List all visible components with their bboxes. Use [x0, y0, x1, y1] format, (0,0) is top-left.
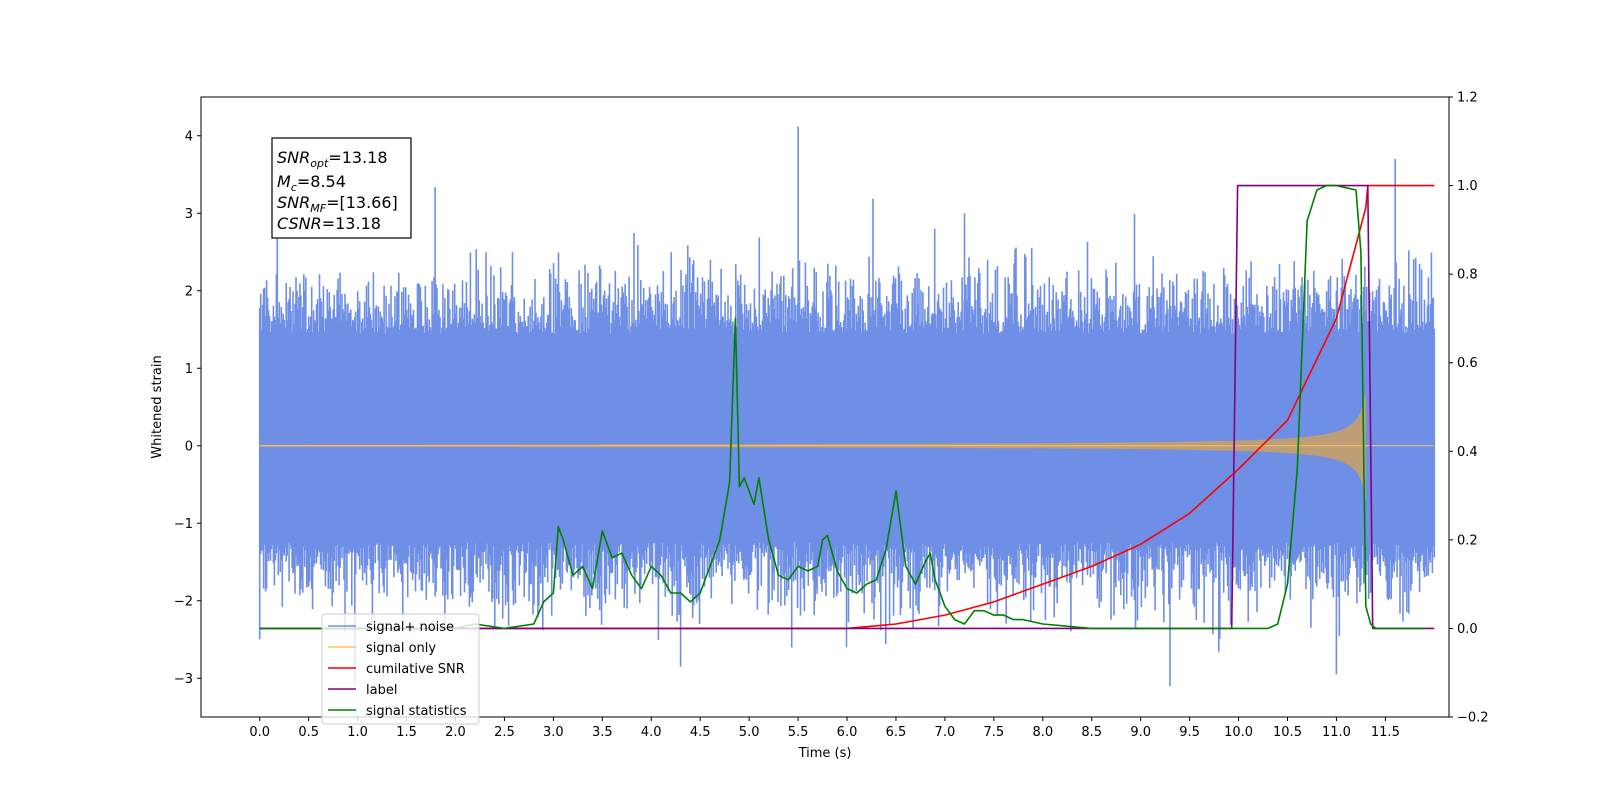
y2-tick-label: 0.2: [1457, 533, 1478, 548]
plot-frame: [200, 96, 1450, 718]
x-tick-label: 2.5: [494, 725, 515, 740]
y-tick-label: 2: [185, 284, 193, 299]
legend-label-signal-statistics: signal statistics: [366, 704, 467, 719]
y-tick-label: −2: [174, 594, 193, 609]
x-tick-label: 0.5: [298, 725, 319, 740]
x-tick-label: 10.0: [1224, 725, 1253, 740]
annotation-line-csnr: CSNR=13.18: [277, 214, 381, 233]
y2-tick-label: 1.0: [1457, 179, 1478, 194]
x-tick-label: 0.0: [249, 725, 270, 740]
x-tick-label: 3.0: [543, 725, 564, 740]
x-tick-label: 2.0: [445, 725, 466, 740]
x-tick-label: 5.5: [788, 725, 809, 740]
x-tick-label: 6.5: [886, 725, 907, 740]
legend-label-signal-only: signal only: [366, 641, 436, 656]
legend-label-cumulative-snr: cumilative SNR: [366, 662, 465, 677]
series-signal-statistics: [259, 184, 1425, 630]
x-tick-label: 1.5: [396, 725, 417, 740]
annotation-box: SNRopt=13.18 Mc=8.54 SNRMF=[13.66] CSNR=…: [271, 137, 412, 239]
x-tick-label: 7.0: [935, 725, 956, 740]
y-tick-label: −1: [174, 517, 193, 532]
y-tick-label: 0: [185, 439, 193, 454]
x-tick-label: 8.5: [1081, 725, 1102, 740]
y2-tick-label: −0.2: [1457, 711, 1489, 726]
y-axis-label: Whitened strain: [150, 355, 165, 458]
legend-label-label: label: [366, 683, 397, 698]
x-tick-label: 4.5: [690, 725, 711, 740]
legend: signal+ noise signal only cumilative SNR…: [321, 613, 480, 725]
x-tick-label: 7.5: [984, 725, 1005, 740]
x-axis-label: Time (s): [798, 746, 852, 761]
x-tick-label: 8.0: [1032, 725, 1053, 740]
x-tick-label: 10.5: [1273, 725, 1302, 740]
x-tick-label: 11.0: [1322, 725, 1351, 740]
series-cumulative-snr: [259, 184, 1435, 630]
y2-tick-label: 0.8: [1457, 268, 1478, 283]
y-tick-label: 3: [185, 207, 193, 222]
annotation-line-snr-opt: SNRopt=13.18: [277, 148, 388, 170]
y2-tick-label: 0.0: [1457, 622, 1478, 637]
annotation-line-mc: Mc=8.54: [277, 172, 346, 194]
y-tick-label: 4: [185, 129, 193, 144]
plot-layer: [258, 126, 1436, 686]
x-tick-label: 3.5: [592, 725, 613, 740]
x-tick-label: 5.0: [739, 725, 760, 740]
legend-label-signal-noise: signal+ noise: [366, 620, 454, 635]
y2-tick-label: 0.4: [1457, 445, 1478, 460]
x-tick-label: 6.0: [837, 725, 858, 740]
y-tick-label: 1: [185, 362, 193, 377]
x-tick-label: 1.0: [347, 725, 368, 740]
x-tick-label: 11.5: [1371, 725, 1400, 740]
x-tick-label: 9.5: [1179, 725, 1200, 740]
x-tick-label: 4.0: [641, 725, 662, 740]
x-tick-label: 9.0: [1130, 725, 1151, 740]
y-tick-label: −3: [174, 672, 193, 687]
y2-tick-label: 0.6: [1457, 356, 1478, 371]
axes-layer: 0.0 0.5 1.0 1.5 2.0 2.5 3.0 3.5 4.0 4.5 5.0 5.5 6.0 6…: [174, 91, 1489, 741]
annotation-line-snr-mf: SNRMF=[13.66]: [277, 193, 398, 215]
y2-tick-label: 1.2: [1457, 91, 1478, 106]
